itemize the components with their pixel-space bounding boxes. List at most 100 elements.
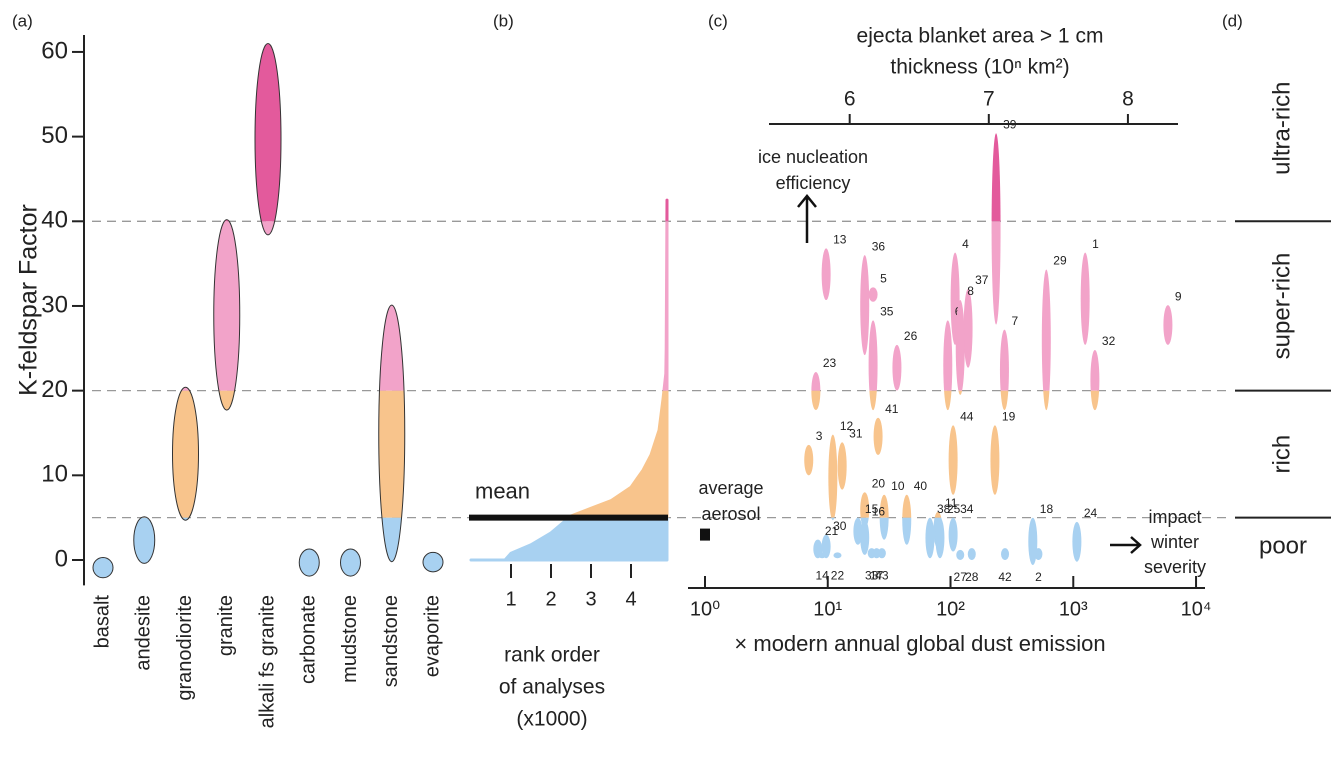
range-ellipse xyxy=(381,517,402,562)
range-ellipse xyxy=(868,287,878,302)
range-outline xyxy=(92,556,114,579)
point-label: 9 xyxy=(1175,289,1182,303)
distribution-area xyxy=(469,517,669,562)
annotation: winter xyxy=(1150,532,1199,552)
point-label: 3 xyxy=(816,429,823,443)
x-tick-label: 1 xyxy=(505,588,516,610)
x-tick-label: 10¹ xyxy=(813,598,842,620)
range-ellipse xyxy=(255,43,281,222)
range-ellipse xyxy=(860,520,870,555)
point-label: 4 xyxy=(962,237,969,251)
range-ellipse xyxy=(963,289,973,368)
range-ellipse xyxy=(958,390,963,395)
y-tick-label: 0 xyxy=(55,545,68,572)
point-label: 20 xyxy=(872,476,886,490)
annotation: aerosol xyxy=(701,504,760,524)
point-label: 28 xyxy=(965,570,979,584)
point-label: 40 xyxy=(914,479,928,493)
point-label: 8 xyxy=(967,284,974,298)
x-axis-label: rank order xyxy=(504,644,600,667)
class-name: rich xyxy=(1268,435,1295,474)
distribution-area xyxy=(566,390,669,518)
x-axis-label: (x1000) xyxy=(516,708,587,731)
x2-axis-label: ejecta blanket area > 1 cm xyxy=(857,25,1104,48)
range-ellipse xyxy=(944,390,952,411)
point-label: 1 xyxy=(1092,237,1099,251)
range-outline xyxy=(378,304,406,563)
category-label: basalt xyxy=(91,595,113,649)
panel-label: (b) xyxy=(493,11,514,30)
range-ellipse xyxy=(869,390,877,411)
range-ellipse xyxy=(379,305,405,391)
point-label: 44 xyxy=(960,410,974,424)
range-outline xyxy=(133,516,156,564)
point-label: 34 xyxy=(960,502,974,516)
range-ellipse xyxy=(925,517,935,559)
point-label: 37 xyxy=(975,273,989,287)
range-ellipse xyxy=(955,300,965,391)
aerosol-marker xyxy=(699,528,710,541)
range-outline xyxy=(340,548,361,577)
range-ellipse xyxy=(892,344,902,391)
point-label: 26 xyxy=(904,329,918,343)
range-ellipse xyxy=(1072,521,1082,562)
point-label: 27 xyxy=(954,570,968,584)
annotation: efficiency xyxy=(776,173,851,193)
range-ellipse xyxy=(956,549,965,560)
class-name: ultra-rich xyxy=(1268,81,1295,174)
range-ellipse xyxy=(1001,548,1010,560)
x-tick-label: 3 xyxy=(585,588,596,610)
category-label: mudstone xyxy=(339,595,361,683)
range-ellipse xyxy=(1080,252,1090,345)
point-label: 39 xyxy=(1003,117,1017,131)
arrow xyxy=(1110,536,1142,554)
range-ellipse xyxy=(873,417,883,455)
point-label: 2 xyxy=(1035,570,1042,584)
y-tick-label: 20 xyxy=(41,376,68,403)
range-ellipse xyxy=(378,390,405,518)
point-label: 42 xyxy=(998,570,1012,584)
point-label: 16 xyxy=(872,504,886,518)
range-ellipse xyxy=(902,517,912,545)
point-label: 5 xyxy=(880,272,887,286)
range-ellipse xyxy=(872,548,881,559)
point-label: 15 xyxy=(865,502,879,516)
range-ellipse xyxy=(821,248,831,301)
range-ellipse xyxy=(172,390,199,518)
point-label: 36 xyxy=(872,239,886,253)
x-tick-label: 10² xyxy=(936,598,965,620)
range-ellipse xyxy=(902,494,912,518)
point-label: 25 xyxy=(947,502,961,516)
range-ellipse xyxy=(1041,269,1051,391)
range-ellipse xyxy=(1034,548,1043,560)
point-label: 23 xyxy=(823,356,837,370)
category-label: evaporite xyxy=(421,595,443,677)
range-ellipse xyxy=(423,552,443,572)
panel-label: (a) xyxy=(12,11,33,30)
range-ellipse xyxy=(879,517,889,540)
category-label: granite xyxy=(215,595,237,656)
point-label: 31 xyxy=(849,426,863,440)
point-label: 11 xyxy=(945,496,958,510)
range-ellipse xyxy=(948,425,958,495)
range-ellipse xyxy=(833,552,842,559)
x-tick-label: 10⁰ xyxy=(690,598,720,620)
distribution-area xyxy=(662,221,669,391)
y-tick-label: 40 xyxy=(41,207,68,234)
range-ellipse xyxy=(1000,390,1009,411)
y-tick-label: 50 xyxy=(41,122,68,149)
y-tick-label: 60 xyxy=(41,37,68,64)
annotation: severity xyxy=(1144,557,1206,577)
range-ellipse xyxy=(1163,305,1173,345)
panel-label: (c) xyxy=(708,11,728,30)
point-label: 29 xyxy=(1053,254,1067,268)
panel-label: (d) xyxy=(1222,11,1243,30)
point-label: 18 xyxy=(1040,502,1054,516)
arrow xyxy=(797,194,817,243)
range-ellipse xyxy=(299,548,320,577)
range-ellipse xyxy=(1090,390,1100,411)
range-ellipse xyxy=(213,221,240,391)
category-label: andesite xyxy=(133,595,155,671)
